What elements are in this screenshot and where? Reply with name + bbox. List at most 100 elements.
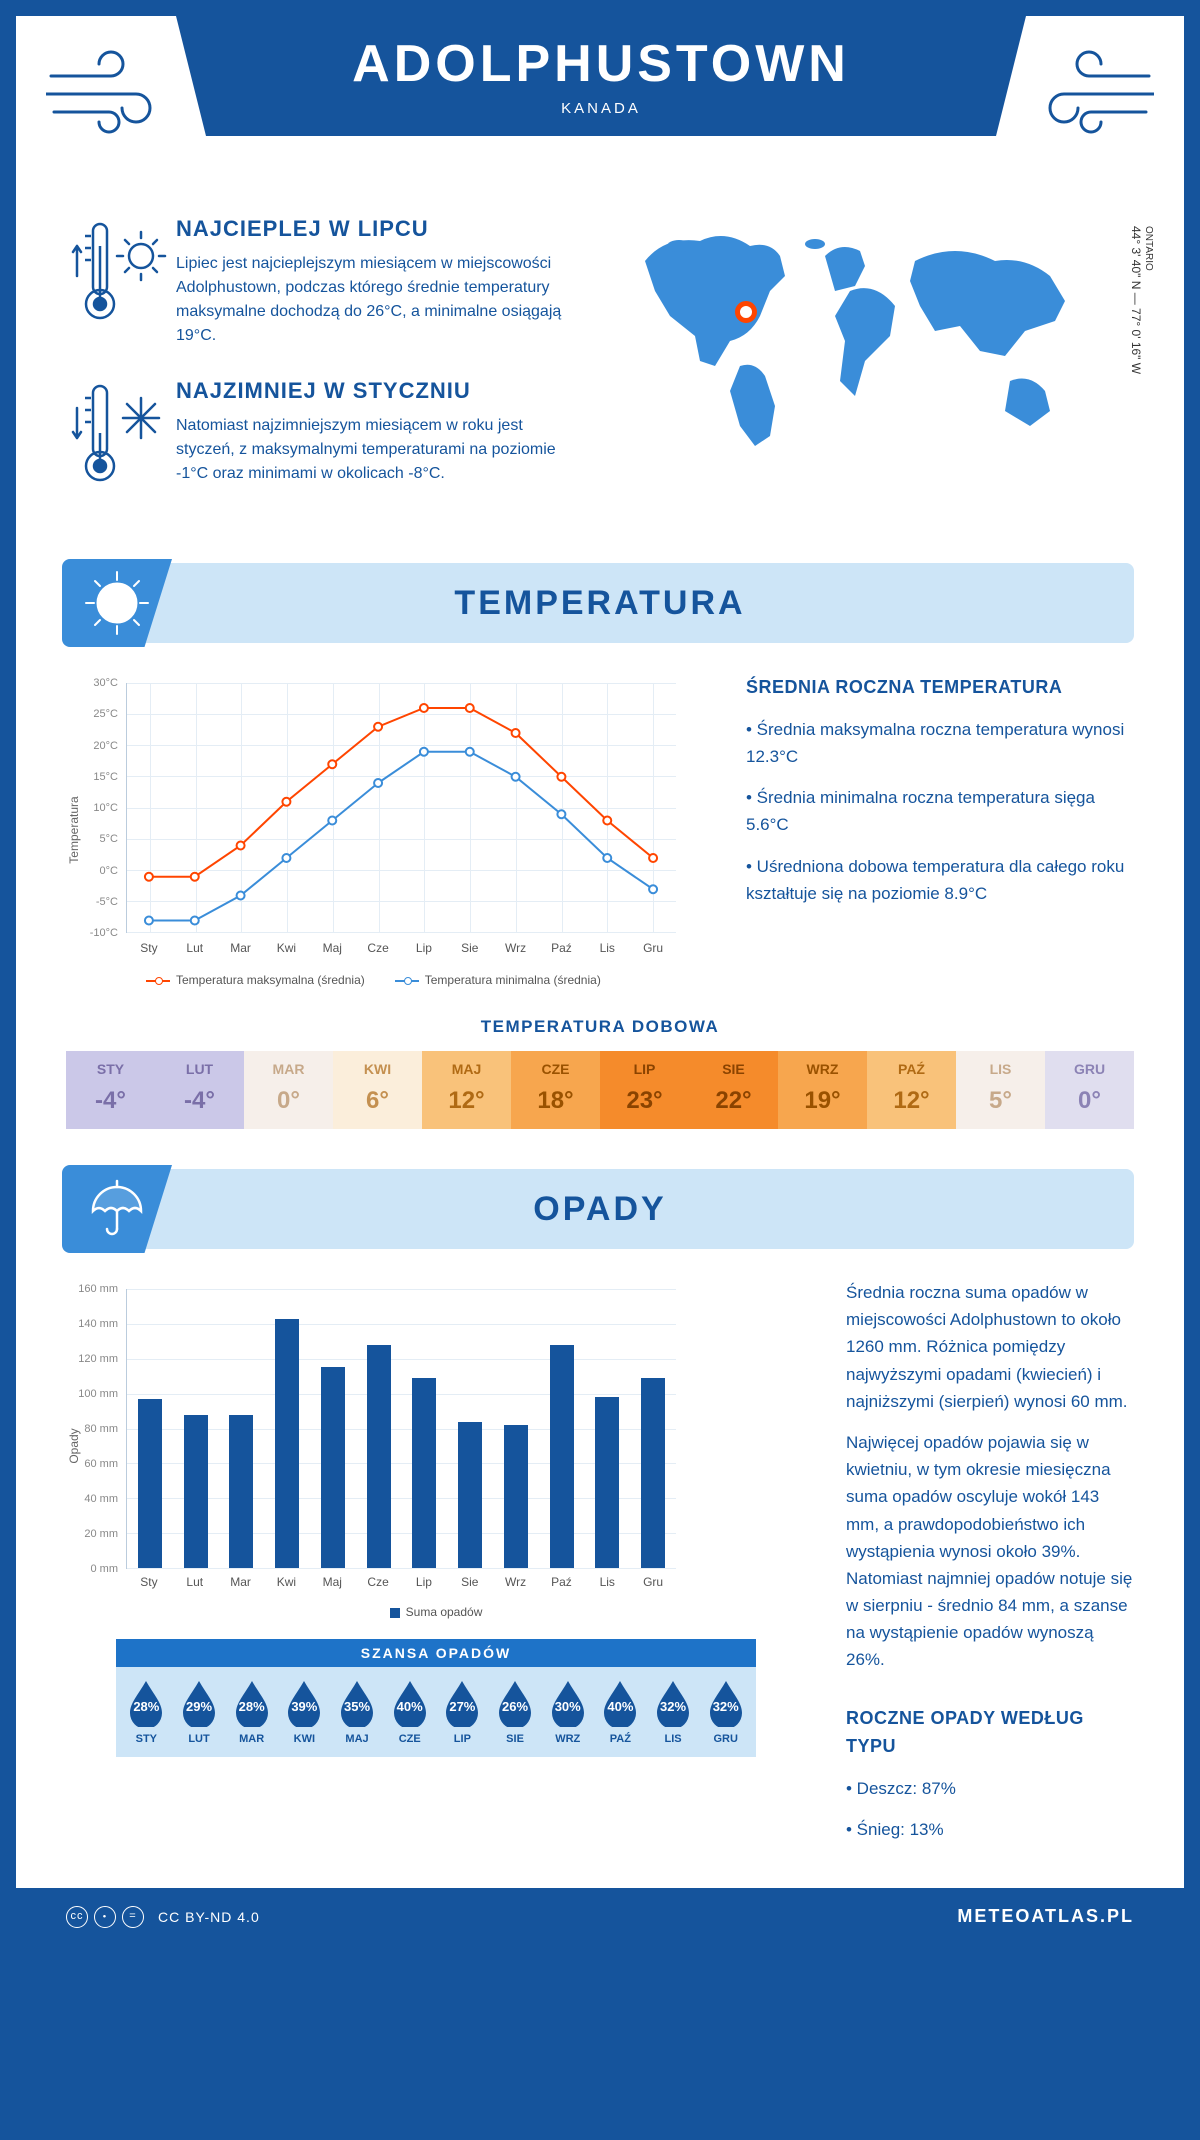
- month-label: CZE: [511, 1061, 600, 1077]
- location-marker: [735, 301, 757, 323]
- temp-xtick: Wrz: [505, 941, 526, 955]
- precip-type-bullet: • Deszcz: 87%: [846, 1775, 1134, 1802]
- chance-month: MAR: [225, 1733, 278, 1745]
- daily-temp-cell: LUT-4°: [155, 1051, 244, 1129]
- daily-temp-cell: LIP23°: [600, 1051, 689, 1129]
- chance-cell: 26% SIE: [489, 1679, 542, 1745]
- temp-value: 6°: [333, 1087, 422, 1115]
- month-label: SIE: [689, 1061, 778, 1077]
- temperature-line-chart: Temperatura -10°C-5°C0°C5°C10°C15°C20°C2…: [66, 673, 706, 987]
- temp-value: 23°: [600, 1087, 689, 1115]
- temp-ytick: 5°C: [66, 833, 118, 845]
- chance-value: 40%: [390, 1699, 430, 1714]
- precip-ytick: 0 mm: [66, 1563, 118, 1575]
- daily-temp-cell: MAJ12°: [422, 1051, 511, 1129]
- precip-xtick: Cze: [367, 1575, 388, 1589]
- legend-item: Temperatura maksymalna (średnia): [146, 973, 365, 987]
- daily-temp-heading: TEMPERATURA DOBOWA: [16, 1017, 1184, 1037]
- location-title: ADOLPHUSTOWN: [206, 34, 996, 94]
- temp-xtick: Lip: [416, 941, 432, 955]
- temp-bullet: • Średnia minimalna roczna temperatura s…: [746, 784, 1134, 838]
- temp-value: 18°: [511, 1087, 600, 1115]
- precip-ytick: 60 mm: [66, 1458, 118, 1470]
- raindrop-icon: 27%: [442, 1679, 482, 1727]
- month-label: MAR: [244, 1061, 333, 1077]
- by-icon: 🞄: [94, 1906, 116, 1928]
- chance-month: CZE: [383, 1733, 436, 1745]
- precip-para-2: Najwięcej opadów pojawia się w kwietniu,…: [846, 1429, 1134, 1674]
- chance-month: LIS: [647, 1733, 700, 1745]
- chance-heading: SZANSA OPADÓW: [116, 1639, 756, 1667]
- precip-bar: [550, 1345, 574, 1568]
- temp-value: 12°: [867, 1087, 956, 1115]
- temp-xtick: Kwi: [277, 941, 296, 955]
- daily-temp-cell: CZE 18°: [511, 1051, 600, 1129]
- temperature-side-text: ŚREDNIA ROCZNA TEMPERATURA • Średnia mak…: [706, 673, 1134, 987]
- precip-bar: [412, 1378, 436, 1568]
- precip-bar: [504, 1425, 528, 1568]
- chance-cell: 35% MAJ: [331, 1679, 384, 1745]
- raindrop-icon: 32%: [653, 1679, 693, 1727]
- precip-bar: [275, 1319, 299, 1568]
- daily-temp-cell: WRZ19°: [778, 1051, 867, 1129]
- temp-xtick: Mar: [230, 941, 251, 955]
- precip-chart-legend: Suma opadów: [66, 1605, 806, 1619]
- precip-xtick: Wrz: [505, 1575, 526, 1589]
- precip-type-heading: ROCZNE OPADY WEDŁUG TYPU: [846, 1704, 1134, 1762]
- chance-cell: 29% LUT: [173, 1679, 226, 1745]
- chance-value: 29%: [179, 1699, 219, 1714]
- license-text: CC BY-ND 4.0: [158, 1909, 260, 1925]
- temp-xtick: Paź: [551, 941, 572, 955]
- precip-xtick: Maj: [323, 1575, 342, 1589]
- chance-cell: 30% WRZ: [541, 1679, 594, 1745]
- precipitation-chance-panel: SZANSA OPADÓW 28% STY 29% LUT 28% MAR 39…: [116, 1639, 756, 1757]
- temp-ytick: 10°C: [66, 802, 118, 814]
- cc-icon: cc: [66, 1906, 88, 1928]
- daily-temp-cell: GRU0°: [1045, 1051, 1134, 1129]
- warmest-heading: NAJCIEPLEJ W LIPCU: [176, 216, 585, 242]
- precip-xtick: Sty: [140, 1575, 157, 1589]
- precipitation-heading: OPADY: [66, 1169, 1134, 1249]
- precip-ytick: 100 mm: [66, 1388, 118, 1400]
- precip-bar: [138, 1399, 162, 1568]
- precip-xtick: Lip: [416, 1575, 432, 1589]
- wind-icon: [1024, 46, 1154, 141]
- precip-bar: [184, 1415, 208, 1568]
- raindrop-icon: 39%: [284, 1679, 324, 1727]
- temp-chart-legend: Temperatura maksymalna (średnia)Temperat…: [66, 973, 706, 987]
- temp-value: 12°: [422, 1087, 511, 1115]
- coldest-heading: NAJZIMNIEJ W STYCZNIU: [176, 378, 585, 404]
- temp-xtick: Gru: [643, 941, 663, 955]
- raindrop-icon: 32%: [706, 1679, 746, 1727]
- precip-bar: [367, 1345, 391, 1568]
- temp-bullet: • Średnia maksymalna roczna temperatura …: [746, 716, 1134, 770]
- precip-xtick: Lut: [186, 1575, 203, 1589]
- temp-ytick: 20°C: [66, 740, 118, 752]
- chance-month: LIP: [436, 1733, 489, 1745]
- precip-bar: [458, 1422, 482, 1568]
- month-label: LUT: [155, 1061, 244, 1077]
- precipitation-section-header: OPADY: [66, 1169, 1134, 1249]
- chance-cell: 27% LIP: [436, 1679, 489, 1745]
- precip-bar: [595, 1397, 619, 1568]
- temp-ytick: -10°C: [66, 927, 118, 939]
- temp-value: -4°: [66, 1087, 155, 1115]
- chance-cell: 39% KWI: [278, 1679, 331, 1745]
- temp-xtick: Sty: [140, 941, 157, 955]
- precip-bar: [321, 1367, 345, 1568]
- chance-value: 40%: [600, 1699, 640, 1714]
- raindrop-icon: 28%: [126, 1679, 166, 1727]
- temp-value: 0°: [1045, 1087, 1134, 1115]
- raindrop-icon: 40%: [600, 1679, 640, 1727]
- month-label: STY: [66, 1061, 155, 1077]
- temp-xtick: Cze: [367, 941, 388, 955]
- coords-value: 44° 3' 40" N — 77° 0' 16" W: [1129, 226, 1143, 374]
- warmest-text: Lipiec jest najcieplejszym miesiącem w m…: [176, 252, 585, 348]
- intro-section: NAJCIEPLEJ W LIPCU Lipiec jest najcieple…: [16, 216, 1184, 553]
- region-label: ONTARIO: [1143, 226, 1154, 366]
- precip-type-bullet: • Śnieg: 13%: [846, 1816, 1134, 1843]
- chance-month: GRU: [699, 1733, 752, 1745]
- precip-ytick: 140 mm: [66, 1318, 118, 1330]
- precip-xtick: Kwi: [277, 1575, 296, 1589]
- raindrop-icon: 40%: [390, 1679, 430, 1727]
